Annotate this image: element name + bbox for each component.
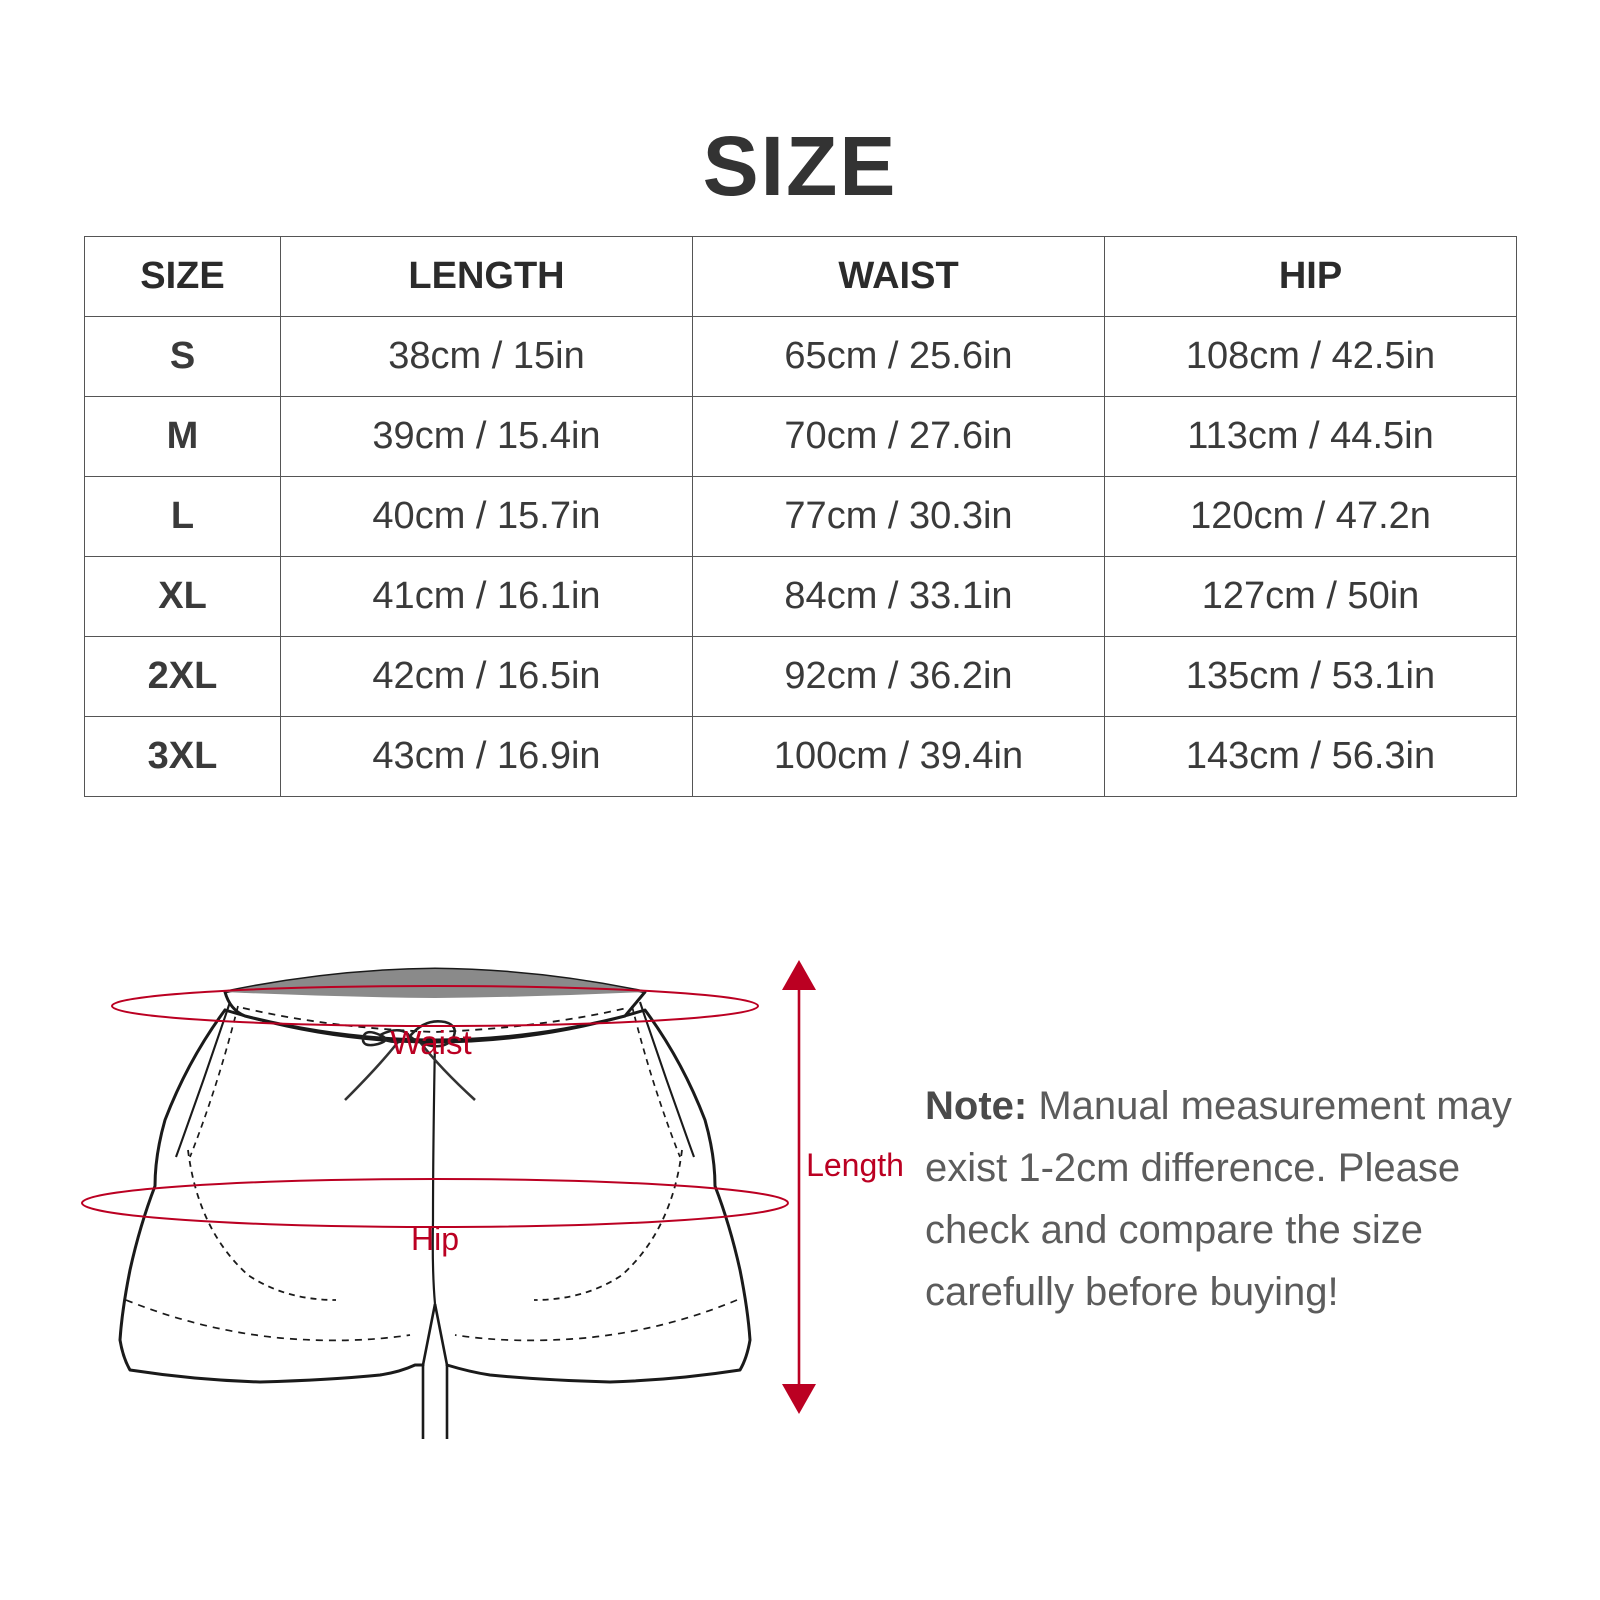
svg-text:Waist: Waist xyxy=(390,1024,471,1061)
svg-text:Hip: Hip xyxy=(411,1221,459,1257)
svg-text:Length: Length xyxy=(806,1147,904,1183)
